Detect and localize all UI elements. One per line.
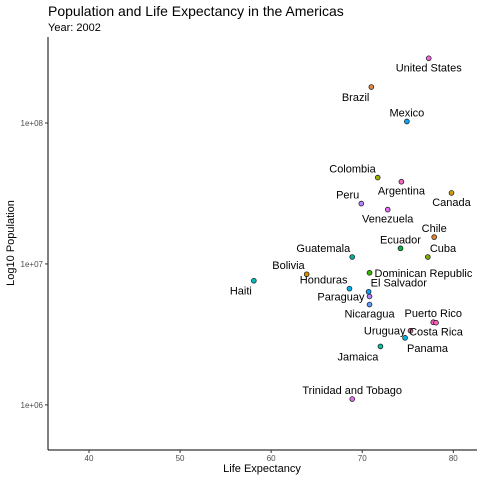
y-axis-title: Log10 Population <box>5 200 17 286</box>
x-ticks: 40 50 60 70 80 <box>85 450 458 463</box>
data-point-label: Dominican Republic <box>375 268 473 280</box>
data-point-label: Costa Rica <box>409 327 464 339</box>
x-tick-label: 40 <box>85 454 94 463</box>
data-point-label: Nicaragua <box>344 309 395 321</box>
x-tick-label: 60 <box>267 454 276 463</box>
data-point-label: Argentina <box>378 186 426 198</box>
chart-title: Population and Life Expectancy in the Am… <box>48 3 344 19</box>
data-point-label: Panama <box>407 343 449 355</box>
data-point <box>397 245 404 252</box>
y-tick-label: 1e+08 <box>21 119 44 128</box>
data-point <box>303 271 310 278</box>
data-point <box>365 288 372 295</box>
data-point <box>346 285 353 292</box>
data-point-label: Uruguay <box>364 326 406 338</box>
axes <box>47 37 477 451</box>
data-point-label: Peru <box>336 190 359 202</box>
data-point <box>431 234 437 240</box>
data-point-labels: United States Brazil Mexico ColombiaArgenti… <box>230 62 473 397</box>
x-tick-label: 70 <box>358 454 367 463</box>
data-point <box>433 319 439 326</box>
data-point-label: El Salvador <box>371 278 428 290</box>
data-point-label: Ecuador <box>380 234 421 246</box>
data-point <box>425 254 431 260</box>
y-tick-label: 1e+06 <box>21 401 44 410</box>
data-point-label: Colombia <box>329 164 376 176</box>
data-points <box>251 55 455 402</box>
data-point <box>366 293 373 300</box>
data-point-label: Guatemala <box>296 243 351 255</box>
x-tick-label: 80 <box>449 454 458 463</box>
data-point-label: Mexico <box>389 107 424 119</box>
data-point-label: Canada <box>432 197 471 209</box>
data-point <box>366 270 373 276</box>
data-point-label: Chile <box>422 223 447 235</box>
data-point-label: Trinidad and Tobago <box>302 385 402 397</box>
data-point-label: United States <box>396 62 463 74</box>
data-point-label: Venezuela <box>362 214 414 226</box>
x-tick-label: 50 <box>176 454 185 463</box>
data-point <box>448 190 455 196</box>
x-axis-title: Life Expectancy <box>223 463 301 475</box>
y-ticks: 1e+06 1e+07 1e+08 <box>21 119 48 410</box>
y-tick-label: 1e+07 <box>21 260 44 269</box>
data-point <box>407 327 414 334</box>
data-point-label: Honduras <box>300 275 348 287</box>
data-point <box>384 206 391 213</box>
data-point-label: Cuba <box>430 243 457 255</box>
data-point-label: Jamaica <box>337 351 379 363</box>
data-point <box>368 84 375 90</box>
data-point <box>398 178 405 185</box>
data-point <box>374 174 381 181</box>
data-point <box>402 335 408 341</box>
data-point-label: Puerto Rico <box>405 308 462 320</box>
data-point-label: Bolivia <box>272 260 305 272</box>
chart-subtitle: Year: 2002 <box>48 22 101 34</box>
data-point <box>251 277 257 284</box>
data-point-label: Brazil <box>342 92 370 104</box>
data-point <box>377 343 384 350</box>
data-point <box>425 55 432 62</box>
data-point <box>404 118 410 125</box>
data-point <box>366 301 373 308</box>
data-point <box>358 200 365 207</box>
data-point <box>349 396 356 402</box>
data-point-label: Paraguay <box>317 291 365 303</box>
data-point-label: Haiti <box>230 286 252 298</box>
data-point <box>349 254 356 260</box>
